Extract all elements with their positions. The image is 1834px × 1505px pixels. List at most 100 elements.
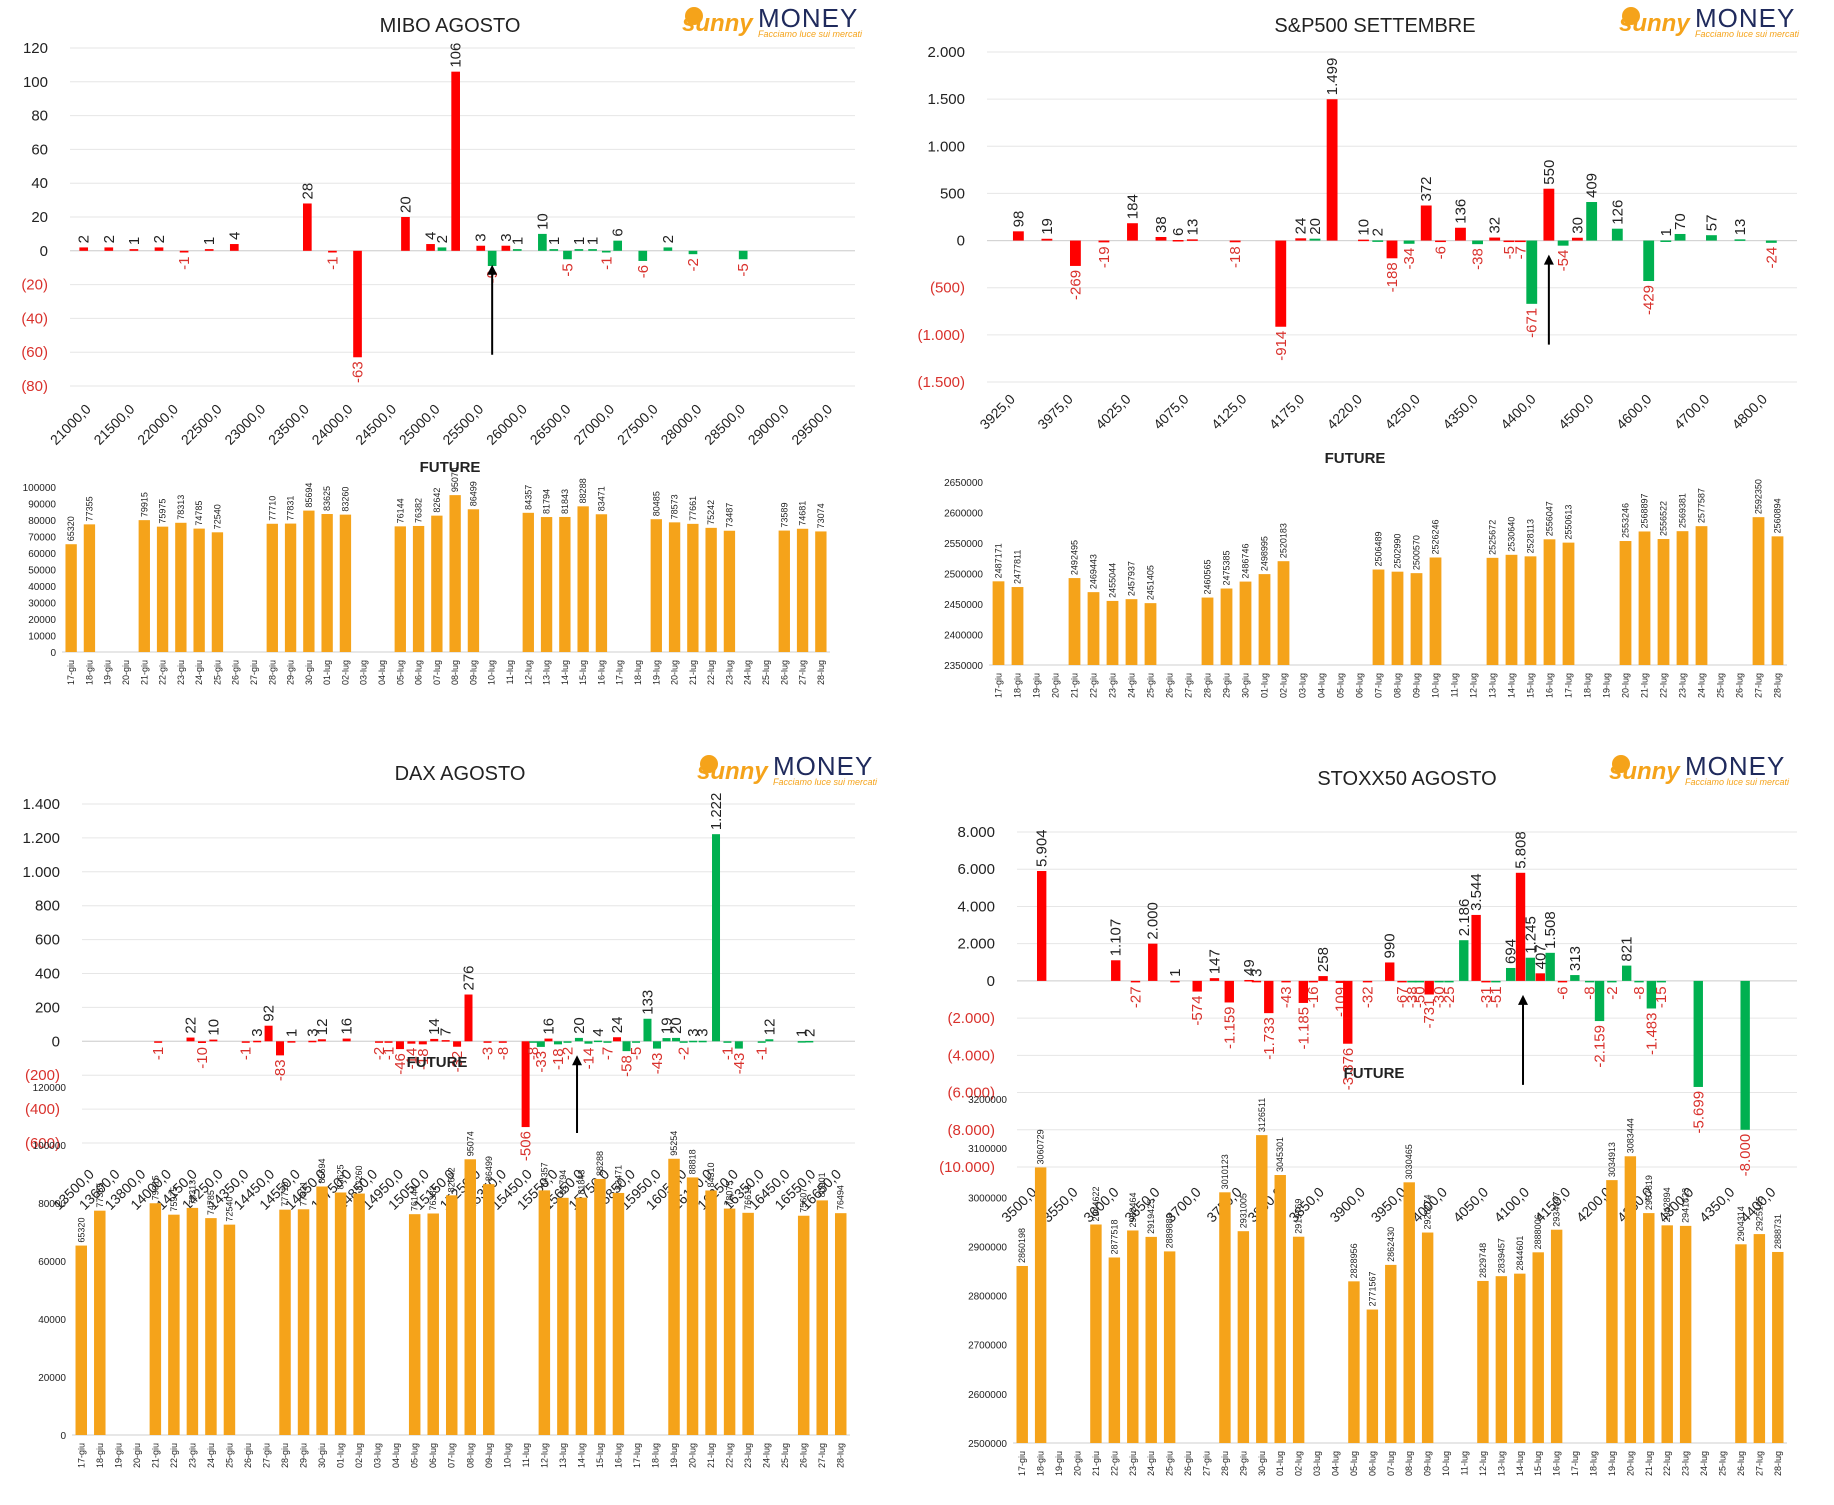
bar-data-label: 19 [659,1017,676,1034]
oi-bar [1281,980,1291,983]
future-bar [668,1158,680,1435]
future-bar-label: 81843 [576,1170,586,1195]
bar-data-label: -50 [1411,986,1428,1008]
future-date-label: 28-giu [1203,673,1213,698]
future-date-label: 22-giu [169,1443,179,1468]
future-date-label: 21-lug [706,1443,716,1468]
bar-data-label: 147 [1206,949,1223,974]
future-bar [1624,1156,1637,1443]
future-date-label: 29-giu [299,1443,309,1468]
future-date-label: 03-lug [1298,673,1308,698]
x-tick-label: 24500,0 [352,401,399,448]
y-tick-label: (4.000) [947,1047,995,1064]
future-bar-label: 78313 [187,1180,197,1205]
future-date-label: 02-lug [1279,673,1289,698]
oi-bar [1251,980,1262,983]
oi-bar [679,1041,688,1043]
x-tick-label: 25500,0 [439,401,486,448]
bar-data-label: 126 [1609,200,1626,225]
future-date-label: 23-lug [724,660,734,685]
x-tick-label: 4025,0 [1092,391,1134,433]
future-date-label: 19-giu [113,1443,123,1468]
x-tick-label: 3950,0 [1368,1184,1410,1226]
chart-title: STOXX50 AGOSTO [1317,768,1496,790]
future-date-label: 27-lug [1754,673,1764,698]
x-tick-label: 3975,0 [1034,391,1076,433]
future-bar [815,531,827,652]
future-bar-label: 2550613 [1564,505,1574,540]
bar-data-label: 136 [1452,199,1469,224]
oi-bar [1295,238,1307,241]
future-bar-label: 76144 [410,1186,420,1211]
future-date-label: 27-lug [817,1443,827,1468]
oi-bar [1335,980,1346,983]
sun-icon [685,7,703,25]
future-bar-label: 79915 [139,492,149,517]
oi-bar [1693,980,1703,1087]
future-date-label: 25-lug [1716,673,1726,698]
future-date-label: 24-lug [762,1443,772,1468]
y-tick-label: (500) [930,280,965,297]
future-bar [1606,1180,1618,1443]
future-y-tick-label: 3000000 [968,1193,1007,1204]
future-date-label: 27-lug [798,660,808,685]
bar-data-label: 3 [695,1028,712,1036]
logo-tagline: Facciamo luce sui mercati [773,777,878,787]
future-bar-label: 2860198 [1017,1228,1027,1263]
bar-data-label: 98 [1010,211,1027,228]
future-bar [1772,1251,1784,1443]
future-bar [334,1192,347,1435]
future-bar [266,523,278,652]
future-bar-label: 83260 [340,487,350,512]
oi-bar [1489,237,1501,241]
future-date-label: 27-lug [1754,1451,1764,1476]
future-date-label: 26-lug [779,660,789,685]
future-bar-label: 84357 [539,1162,549,1187]
bar-data-label: 5.808 [1513,831,1530,869]
future-date-label: 23-lug [743,1443,753,1468]
future-y-tick-label: 2800000 [968,1292,1007,1303]
x-tick-label: 29500,0 [788,401,835,448]
future-date-label: 10-lug [1441,1451,1451,1476]
x-tick-label: 4175,0 [1266,391,1308,433]
future-date-label: 28-lug [1773,673,1783,698]
bar-data-label: 1.245 [1522,916,1539,954]
future-date-label: 03-lug [359,660,369,685]
bar-data-label: 2 [434,235,451,243]
bar-data-label: 38 [1153,216,1170,233]
logo-text-money: MONEY [758,3,858,33]
future-bar [1514,1273,1526,1443]
oi-bar [663,247,673,251]
future-bar [353,1193,365,1435]
future-y-tick-label: 2550000 [944,539,983,550]
future-date-label: 23-lug [1681,1451,1691,1476]
arrow-head [572,1055,583,1066]
oi-bar [1036,871,1047,981]
future-bar [1638,531,1651,665]
future-bar-label: 81794 [542,489,552,514]
oi-bar [1298,980,1309,1003]
oi-bar [805,1040,814,1043]
y-tick-label: 0 [957,233,965,250]
bar-data-label: -46 [392,1053,409,1075]
future-date-label: 26-lug [1736,1451,1746,1476]
future-bar [445,1195,458,1435]
x-tick-label: 4050,0 [1450,1184,1492,1226]
future-date-label: 17-lug [615,660,625,685]
future-bar [316,1186,328,1435]
future-date-label: 19-lug [1602,673,1612,698]
bar-data-label: -43 [731,1053,748,1075]
panel-stoxx50: STOXX50 AGOSTO sunny MONEY Facciamo luce su… [917,735,1834,1500]
gridlines [70,47,855,387]
oi-bar [1209,978,1220,981]
future-date-label: 14-lug [560,660,570,685]
future-date-label: 04-lug [377,660,387,685]
oi-bar [1372,240,1384,242]
future-date-label: 04-lug [1331,1451,1341,1476]
oi-bar [1584,980,1595,983]
oi-bar [407,1041,416,1044]
bar-data-label: 1 [509,237,526,245]
future-date-label: 15-lug [1526,673,1536,698]
y-tick-label: 1.200 [22,830,60,847]
